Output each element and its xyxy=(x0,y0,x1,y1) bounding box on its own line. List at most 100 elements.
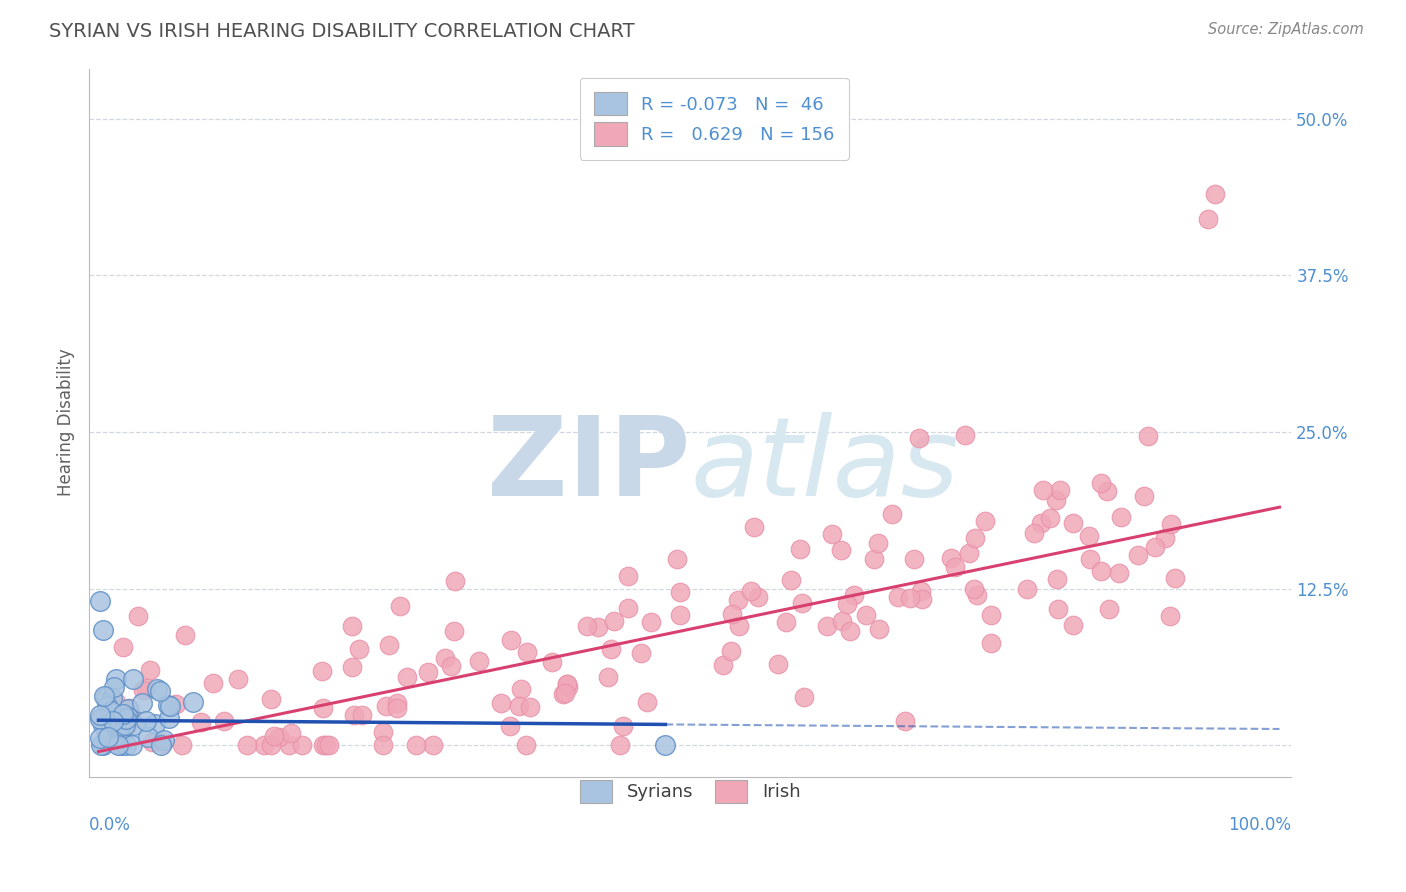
Point xyxy=(640,615,662,629)
Point xyxy=(120,707,142,722)
Point xyxy=(444,574,467,588)
Point xyxy=(159,698,181,713)
Point xyxy=(727,619,749,633)
Point xyxy=(830,543,852,558)
Text: 0.0%: 0.0% xyxy=(89,815,131,833)
Point xyxy=(780,573,803,587)
Point xyxy=(515,739,537,753)
Point xyxy=(742,519,765,533)
Point xyxy=(893,714,915,728)
Point xyxy=(554,686,576,700)
Point xyxy=(111,640,134,654)
Point xyxy=(371,739,394,753)
Point xyxy=(842,588,865,602)
Point xyxy=(101,690,124,705)
Point xyxy=(838,624,860,638)
Point xyxy=(93,729,115,743)
Point xyxy=(980,636,1002,650)
Point xyxy=(508,699,530,714)
Point xyxy=(939,550,962,565)
Point xyxy=(342,660,364,674)
Point xyxy=(153,732,176,747)
Point xyxy=(94,690,117,704)
Point xyxy=(253,739,276,753)
Point xyxy=(866,536,889,550)
Point xyxy=(768,657,790,671)
Point xyxy=(721,607,744,621)
Point xyxy=(159,711,181,725)
Point xyxy=(868,622,890,636)
Point xyxy=(138,663,160,677)
Point xyxy=(181,695,204,709)
Point xyxy=(315,739,337,753)
Point xyxy=(145,682,167,697)
Point xyxy=(105,673,128,687)
Point xyxy=(388,599,411,614)
Point xyxy=(855,607,877,622)
Point xyxy=(90,739,112,753)
Point xyxy=(943,559,966,574)
Point xyxy=(96,699,118,714)
Point xyxy=(1022,526,1045,541)
Point xyxy=(260,739,283,753)
Point xyxy=(775,615,797,629)
Point xyxy=(343,708,366,723)
Point xyxy=(747,590,769,604)
Point xyxy=(1137,429,1160,443)
Point xyxy=(110,739,132,753)
Point xyxy=(115,739,138,753)
Point xyxy=(887,591,910,605)
Point xyxy=(1153,531,1175,545)
Point xyxy=(609,739,631,753)
Point xyxy=(908,431,931,445)
Point xyxy=(596,671,619,685)
Point xyxy=(100,704,122,718)
Point xyxy=(963,531,986,545)
Point xyxy=(1098,601,1121,615)
Point xyxy=(713,657,735,672)
Point xyxy=(236,739,259,753)
Point xyxy=(880,507,903,521)
Point xyxy=(831,614,853,628)
Point xyxy=(405,739,427,753)
Point xyxy=(190,714,212,729)
Point xyxy=(291,739,314,753)
Point xyxy=(1108,566,1130,580)
Point xyxy=(267,730,290,744)
Point xyxy=(491,696,513,710)
Point xyxy=(1078,552,1101,566)
Point xyxy=(555,677,578,691)
Point xyxy=(110,739,132,753)
Point xyxy=(385,701,408,715)
Point xyxy=(966,588,988,602)
Point xyxy=(617,569,640,583)
Legend: Syrians, Irish: Syrians, Irish xyxy=(565,765,815,817)
Point xyxy=(111,706,134,721)
Point xyxy=(110,727,132,741)
Point xyxy=(1144,540,1167,554)
Point xyxy=(103,681,125,695)
Text: atlas: atlas xyxy=(690,411,959,518)
Point xyxy=(576,618,599,632)
Point xyxy=(1046,572,1069,586)
Point xyxy=(963,582,986,596)
Point xyxy=(149,683,172,698)
Point xyxy=(312,739,335,753)
Point xyxy=(720,644,742,658)
Point xyxy=(387,696,409,710)
Point xyxy=(396,670,419,684)
Point xyxy=(1197,211,1219,226)
Point xyxy=(340,619,363,633)
Point xyxy=(93,689,115,703)
Point xyxy=(903,552,925,566)
Point xyxy=(226,672,249,686)
Point xyxy=(127,608,149,623)
Point xyxy=(89,713,111,727)
Point xyxy=(519,699,541,714)
Point xyxy=(110,722,132,736)
Point xyxy=(117,702,139,716)
Point xyxy=(1090,564,1112,578)
Point xyxy=(498,719,520,733)
Point xyxy=(91,623,114,637)
Point xyxy=(89,594,111,608)
